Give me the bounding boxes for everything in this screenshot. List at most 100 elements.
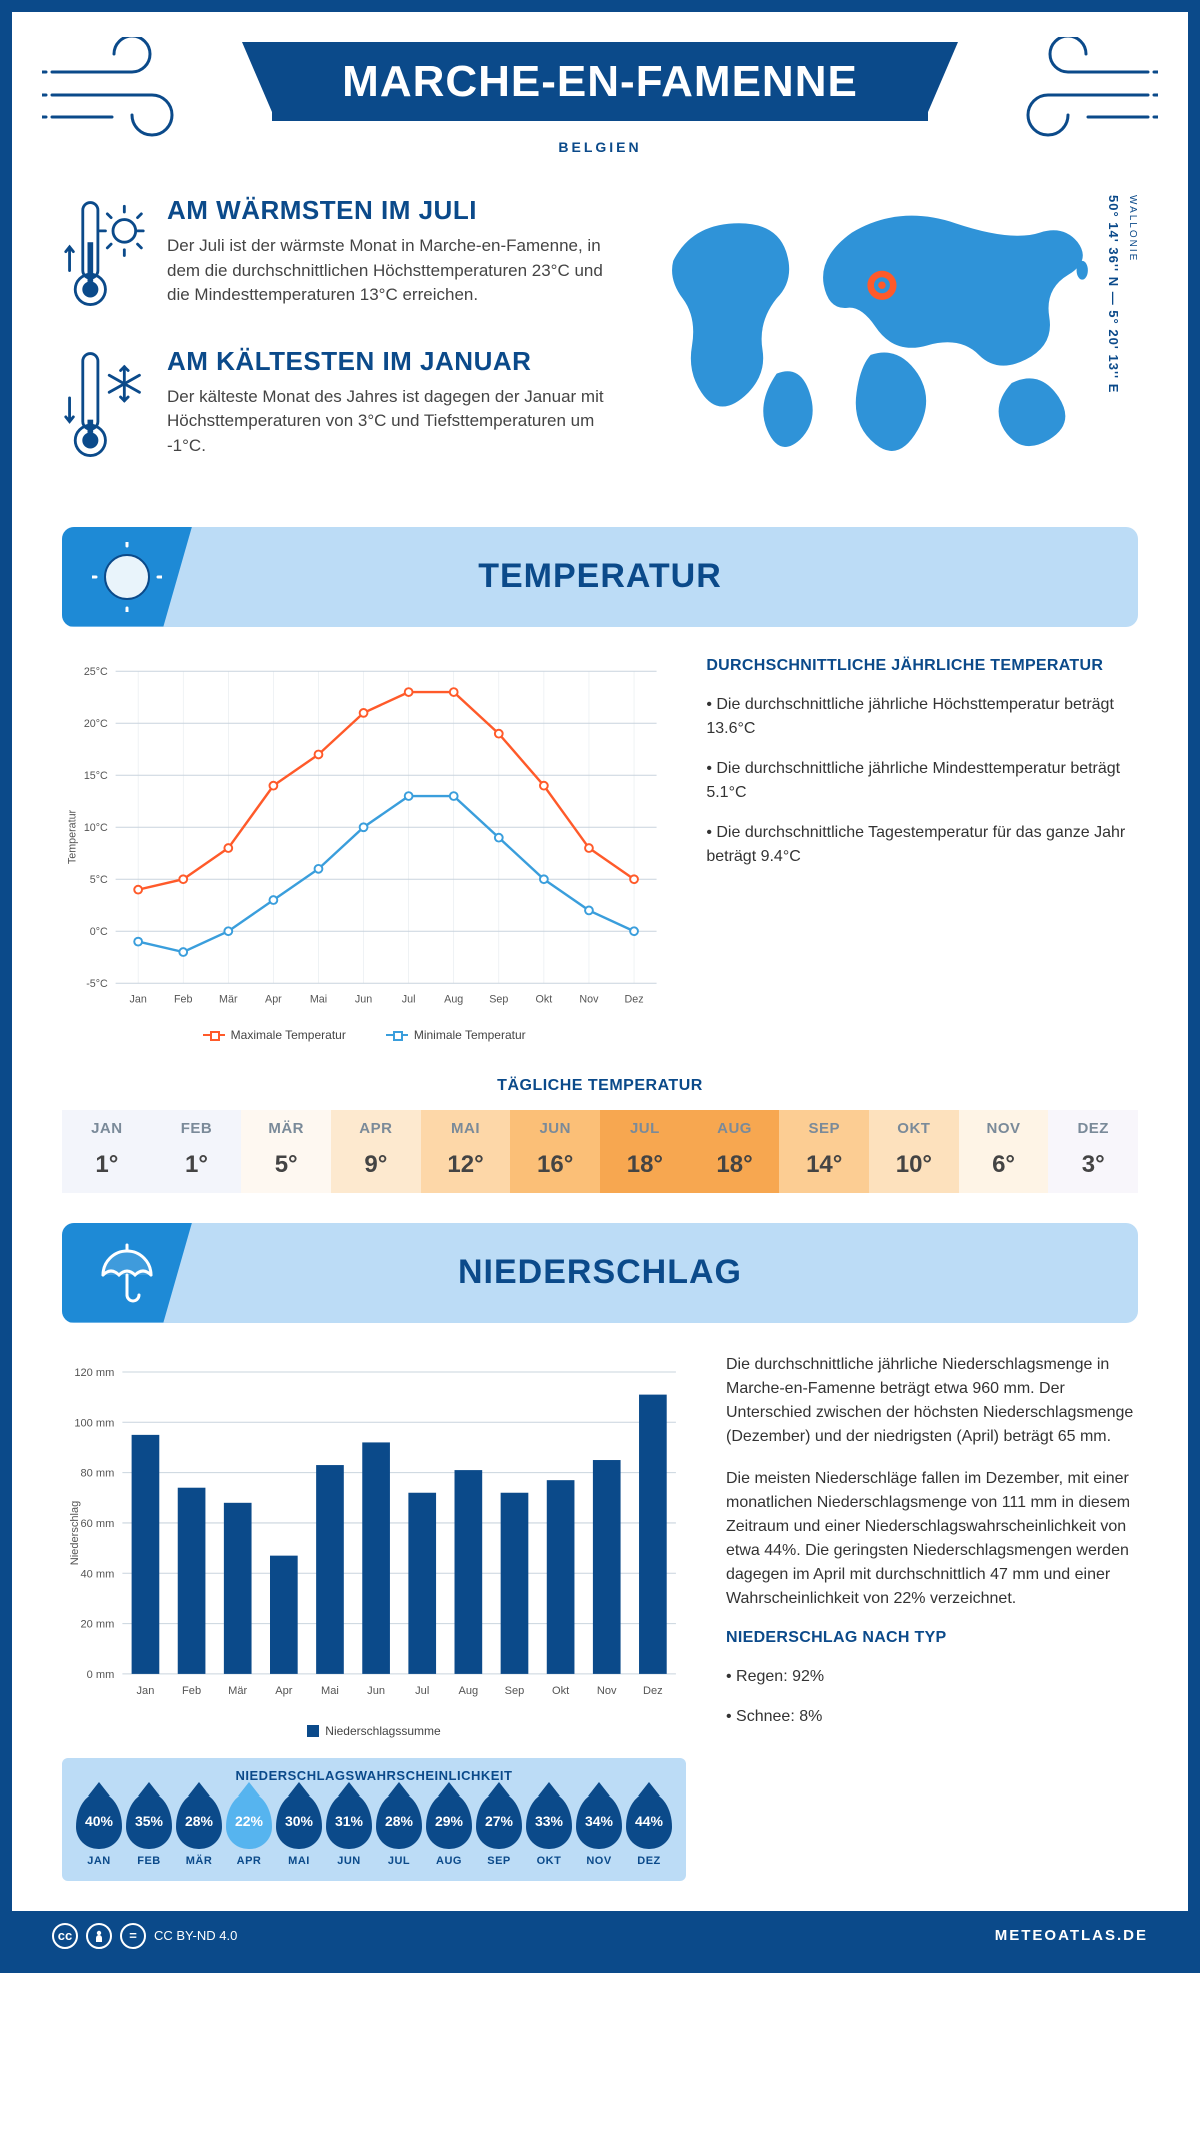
prob-value: 44% bbox=[635, 1813, 663, 1829]
prob-drop: 27% SEP bbox=[476, 1793, 522, 1867]
prob-drop: 44% DEZ bbox=[626, 1793, 672, 1867]
license-label: CC BY-ND 4.0 bbox=[154, 1928, 237, 1943]
prob-drop: 40% JAN bbox=[76, 1793, 122, 1867]
precip-probability-box: NIEDERSCHLAGSWAHRSCHEINLICHKEIT 40%JAN35… bbox=[62, 1758, 686, 1881]
svg-text:Niederschlag: Niederschlag bbox=[69, 1500, 81, 1565]
license-block: cc = CC BY-ND 4.0 bbox=[52, 1923, 237, 1949]
daily-temp-value: 18° bbox=[600, 1151, 690, 1179]
temp-bullet: • Die durchschnittliche jährliche Mindes… bbox=[706, 757, 1138, 805]
prob-month-label: JAN bbox=[76, 1855, 122, 1867]
daily-month-label: JUN bbox=[510, 1120, 600, 1137]
prob-value: 34% bbox=[585, 1813, 613, 1829]
daily-month-label: OKT bbox=[869, 1120, 959, 1137]
raindrop-icon: 31% bbox=[326, 1793, 372, 1849]
prob-drop: 28%JUL bbox=[376, 1793, 422, 1867]
prob-month-label: DEZ bbox=[626, 1855, 672, 1867]
precip-legend-label: Niederschlagssumme bbox=[325, 1724, 440, 1738]
daily-temp-cell: MAI12° bbox=[421, 1110, 511, 1193]
precip-banner: NIEDERSCHLAG bbox=[62, 1223, 1138, 1323]
cc-icon: cc bbox=[52, 1923, 78, 1949]
warmest-heading: AM WÄRMSTEN IM JULI bbox=[167, 195, 605, 226]
raindrop-icon: 40% bbox=[76, 1793, 122, 1849]
prob-value: 27% bbox=[485, 1813, 513, 1829]
thermometer-cold-icon bbox=[62, 346, 147, 469]
prob-month-label: NOV bbox=[576, 1855, 622, 1867]
svg-text:120 mm: 120 mm bbox=[74, 1367, 114, 1379]
raindrop-icon: 28% bbox=[376, 1793, 422, 1849]
temperature-banner: TEMPERATUR bbox=[62, 527, 1138, 627]
daily-temp-value: 1° bbox=[152, 1151, 242, 1179]
daily-temp-value: 18° bbox=[690, 1151, 780, 1179]
wind-icon-right bbox=[1008, 37, 1158, 147]
svg-text:Jun: Jun bbox=[367, 1685, 385, 1697]
precip-legend: Niederschlagssumme bbox=[62, 1724, 686, 1738]
daily-temp-cell: APR9° bbox=[331, 1110, 421, 1193]
svg-text:5°C: 5°C bbox=[90, 874, 108, 886]
svg-text:Mär: Mär bbox=[219, 993, 238, 1005]
by-icon bbox=[86, 1923, 112, 1949]
prob-drop: 29%AUG bbox=[426, 1793, 472, 1867]
prob-drop: 22%APR bbox=[226, 1793, 272, 1867]
infographic-frame: MARCHE-EN-FAMENNE BELGIEN bbox=[0, 0, 1200, 1973]
daily-temp-table: JAN1°FEB1°MÄR5°APR9°MAI12°JUN16°JUL18°AU… bbox=[62, 1110, 1138, 1193]
coldest-heading: AM KÄLTESTEN IM JANUAR bbox=[167, 346, 605, 377]
prob-value: 29% bbox=[435, 1813, 463, 1829]
raindrop-icon: 33% bbox=[526, 1793, 572, 1849]
temperature-title: TEMPERATUR bbox=[478, 557, 722, 596]
precip-type-heading: NIEDERSCHLAG NACH TYP bbox=[726, 1629, 1138, 1647]
wind-icon-left bbox=[42, 37, 192, 147]
svg-text:100 mm: 100 mm bbox=[74, 1417, 114, 1429]
daily-month-label: JAN bbox=[62, 1120, 152, 1137]
coordinates-label: 50° 14' 36'' N — 5° 20' 13'' E bbox=[1106, 195, 1121, 393]
svg-text:20°C: 20°C bbox=[84, 718, 108, 730]
daily-temp-value: 14° bbox=[779, 1151, 869, 1179]
temp-bullet: • Die durchschnittliche Tagestemperatur … bbox=[706, 821, 1138, 869]
svg-text:Jun: Jun bbox=[355, 993, 372, 1005]
prob-value: 22% bbox=[235, 1813, 263, 1829]
precip-title: NIEDERSCHLAG bbox=[458, 1253, 742, 1292]
legend-min-label: Minimale Temperatur bbox=[414, 1028, 526, 1042]
prob-value: 35% bbox=[135, 1813, 163, 1829]
svg-text:-5°C: -5°C bbox=[86, 978, 108, 990]
prob-month-label: SEP bbox=[476, 1855, 522, 1867]
daily-month-label: JUL bbox=[600, 1120, 690, 1137]
svg-text:0 mm: 0 mm bbox=[87, 1668, 115, 1680]
svg-text:Aug: Aug bbox=[459, 1685, 479, 1697]
raindrop-icon: 29% bbox=[426, 1793, 472, 1849]
daily-month-label: DEZ bbox=[1048, 1120, 1138, 1137]
daily-month-label: FEB bbox=[152, 1120, 242, 1137]
world-map-icon bbox=[645, 195, 1096, 458]
svg-text:Apr: Apr bbox=[275, 1685, 293, 1697]
svg-text:15°C: 15°C bbox=[84, 770, 108, 782]
title-banner: MARCHE-EN-FAMENNE bbox=[272, 42, 928, 121]
daily-temp-value: 1° bbox=[62, 1151, 152, 1179]
daily-temp-cell: MÄR5° bbox=[241, 1110, 331, 1193]
precip-type-bullet: • Regen: 92% bbox=[726, 1665, 1138, 1689]
daily-temp-cell: NOV6° bbox=[959, 1110, 1049, 1193]
svg-text:Dez: Dez bbox=[643, 1685, 663, 1697]
temperature-legend: Maximale Temperatur Minimale Temperatur bbox=[62, 1028, 666, 1042]
svg-text:Sep: Sep bbox=[489, 993, 508, 1005]
precip-text-2: Die meisten Niederschläge fallen im Deze… bbox=[726, 1467, 1138, 1611]
daily-temp-cell: JAN 1° bbox=[62, 1110, 152, 1193]
svg-text:80 mm: 80 mm bbox=[81, 1467, 115, 1479]
svg-text:Feb: Feb bbox=[174, 993, 193, 1005]
prob-drop: 31% JUN bbox=[326, 1793, 372, 1867]
prob-month-label: JUN bbox=[326, 1855, 372, 1867]
prob-value: 30% bbox=[285, 1813, 313, 1829]
daily-month-label: AUG bbox=[690, 1120, 780, 1137]
daily-temp-value: 5° bbox=[241, 1151, 331, 1179]
daily-temp-cell: OKT10° bbox=[869, 1110, 959, 1193]
svg-text:Nov: Nov bbox=[597, 1685, 617, 1697]
svg-text:10°C: 10°C bbox=[84, 822, 108, 834]
daily-temp-value: 3° bbox=[1048, 1151, 1138, 1179]
raindrop-icon: 30% bbox=[276, 1793, 322, 1849]
svg-text:Jul: Jul bbox=[415, 1685, 429, 1697]
prob-drop: 30%MAI bbox=[276, 1793, 322, 1867]
daily-temp-cell: JUL 18° bbox=[600, 1110, 690, 1193]
svg-text:Mär: Mär bbox=[228, 1685, 247, 1697]
daily-month-label: APR bbox=[331, 1120, 421, 1137]
precip-bar-chart: 0 mm20 mm40 mm60 mm80 mm100 mm120 mmJanF… bbox=[62, 1353, 686, 1713]
daily-month-label: MAI bbox=[421, 1120, 511, 1137]
daily-temp-cell: JUN16° bbox=[510, 1110, 600, 1193]
